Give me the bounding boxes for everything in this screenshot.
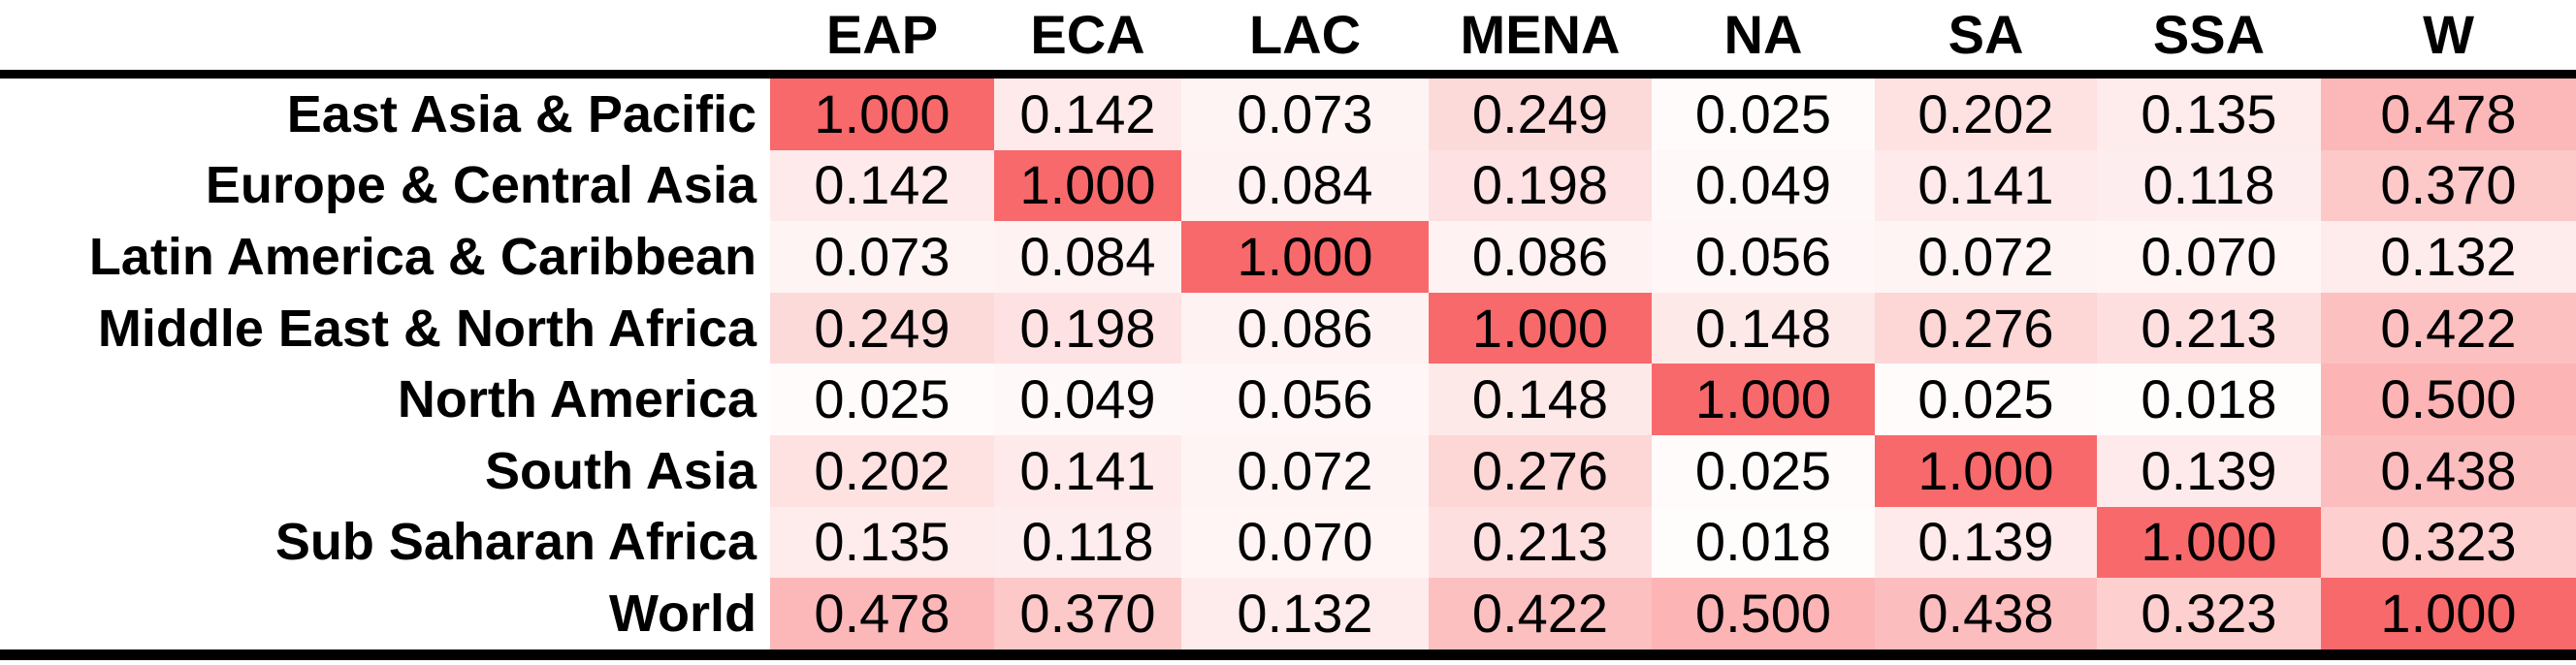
heatmap-cell-eca: 1.000 [994, 149, 1181, 222]
heatmap-cell-ssa: 0.139 [2097, 434, 2321, 507]
heatmap-cell-eca: 0.049 [994, 364, 1181, 435]
heatmap-cell-ssa: 0.135 [2097, 79, 2321, 150]
row-label-north-america: North America [0, 364, 770, 435]
heatmap-cell-lac: 0.086 [1181, 292, 1429, 364]
heatmap-cell-sa: 0.202 [1875, 79, 2097, 150]
heatmap-cell-eap: 0.142 [770, 149, 994, 222]
heatmap-cell-sa: 0.276 [1875, 292, 2097, 364]
heatmap-cell-eap: 0.202 [770, 434, 994, 507]
header-divider-rule [0, 70, 2576, 79]
heatmap-cell-na: 0.148 [1652, 292, 1875, 364]
heatmap-cell-eca: 0.118 [994, 506, 1181, 579]
heatmap-cell-lac: 0.072 [1181, 434, 1429, 507]
column-header-sa: SA [1875, 0, 2097, 70]
column-header-lac: LAC [1181, 0, 1429, 70]
row-label-middle-east-north-africa: Middle East & North Africa [0, 292, 770, 364]
heatmap-cell-ssa: 0.018 [2097, 364, 2321, 435]
row-label-east-asia-pacific: East Asia & Pacific [0, 79, 770, 150]
heatmap-cell-ssa: 0.070 [2097, 221, 2321, 293]
heatmap-cell-sa: 0.139 [1875, 506, 2097, 579]
heatmap-cell-sa: 1.000 [1875, 434, 2097, 507]
heatmap-cell-w: 0.500 [2321, 364, 2576, 435]
heatmap-cell-w: 0.370 [2321, 149, 2576, 222]
heatmap-cell-ssa: 0.213 [2097, 292, 2321, 364]
heatmap-cell-w: 0.478 [2321, 79, 2576, 150]
heatmap-cell-w: 0.132 [2321, 221, 2576, 293]
heatmap-cell-eap: 0.249 [770, 292, 994, 364]
heatmap-cell-mena: 0.198 [1429, 149, 1652, 222]
heatmap-cell-ssa: 0.323 [2097, 578, 2321, 649]
heatmap-cell-mena: 0.276 [1429, 434, 1652, 507]
row-label-world: World [0, 578, 770, 649]
heatmap-cell-eap: 0.135 [770, 506, 994, 579]
heatmap-cell-lac: 0.056 [1181, 364, 1429, 435]
heatmap-cell-na: 0.025 [1652, 434, 1875, 507]
heatmap-cell-sa: 0.141 [1875, 149, 2097, 222]
bottom-rule [0, 649, 2576, 660]
heatmap-cell-na: 0.056 [1652, 221, 1875, 293]
heatmap-cell-na: 0.049 [1652, 149, 1875, 222]
heatmap-cell-eca: 0.084 [994, 221, 1181, 293]
column-header-ssa: SSA [2097, 0, 2321, 70]
heatmap-cell-lac: 0.132 [1181, 578, 1429, 649]
heatmap-cell-eca: 0.141 [994, 434, 1181, 507]
row-label-latin-america-caribbean: Latin America & Caribbean [0, 221, 770, 293]
heatmap-cell-sa: 0.438 [1875, 578, 2097, 649]
heatmap-cell-w: 1.000 [2321, 578, 2576, 649]
column-header-eca: ECA [994, 0, 1181, 70]
heatmap-cell-mena: 0.086 [1429, 221, 1652, 293]
heatmap-cell-ssa: 1.000 [2097, 506, 2321, 579]
row-label-europe-central-asia: Europe & Central Asia [0, 149, 770, 222]
heatmap-cell-sa: 0.072 [1875, 221, 2097, 293]
heatmap-cell-lac: 1.000 [1181, 221, 1429, 293]
heatmap-cell-eap: 1.000 [770, 79, 994, 150]
row-label-south-asia: South Asia [0, 434, 770, 507]
heatmap-cell-mena: 0.422 [1429, 578, 1652, 649]
heatmap-cell-mena: 0.148 [1429, 364, 1652, 435]
heatmap-cell-na: 0.025 [1652, 79, 1875, 150]
heatmap-cell-eca: 0.198 [994, 292, 1181, 364]
heatmap-cell-mena: 0.213 [1429, 506, 1652, 579]
row-label-sub-saharan-africa: Sub Saharan Africa [0, 506, 770, 579]
heatmap-cell-w: 0.323 [2321, 506, 2576, 579]
heatmap-cell-eap: 0.073 [770, 221, 994, 293]
column-header-eap: EAP [770, 0, 994, 70]
column-header-mena: MENA [1429, 0, 1652, 70]
heatmap-cell-ssa: 0.118 [2097, 149, 2321, 222]
heatmap-cell-lac: 0.084 [1181, 149, 1429, 222]
column-header-w: W [2321, 0, 2576, 70]
corner-spacer [0, 0, 770, 70]
heatmap-cell-na: 0.500 [1652, 578, 1875, 649]
heatmap-cell-eca: 0.370 [994, 578, 1181, 649]
heatmap-cell-w: 0.438 [2321, 434, 2576, 507]
heatmap-cell-eap: 0.025 [770, 364, 994, 435]
heatmap-cell-lac: 0.073 [1181, 79, 1429, 150]
heatmap-cell-sa: 0.025 [1875, 364, 2097, 435]
heatmap-cell-na: 1.000 [1652, 364, 1875, 435]
heatmap-cell-mena: 1.000 [1429, 292, 1652, 364]
heatmap-cell-eap: 0.478 [770, 578, 994, 649]
heatmap-cell-w: 0.422 [2321, 292, 2576, 364]
heatmap-cell-na: 0.018 [1652, 506, 1875, 579]
heatmap-cell-eca: 0.142 [994, 79, 1181, 150]
heatmap-cell-mena: 0.249 [1429, 79, 1652, 150]
column-header-na: NA [1652, 0, 1875, 70]
heatmap-cell-lac: 0.070 [1181, 506, 1429, 579]
